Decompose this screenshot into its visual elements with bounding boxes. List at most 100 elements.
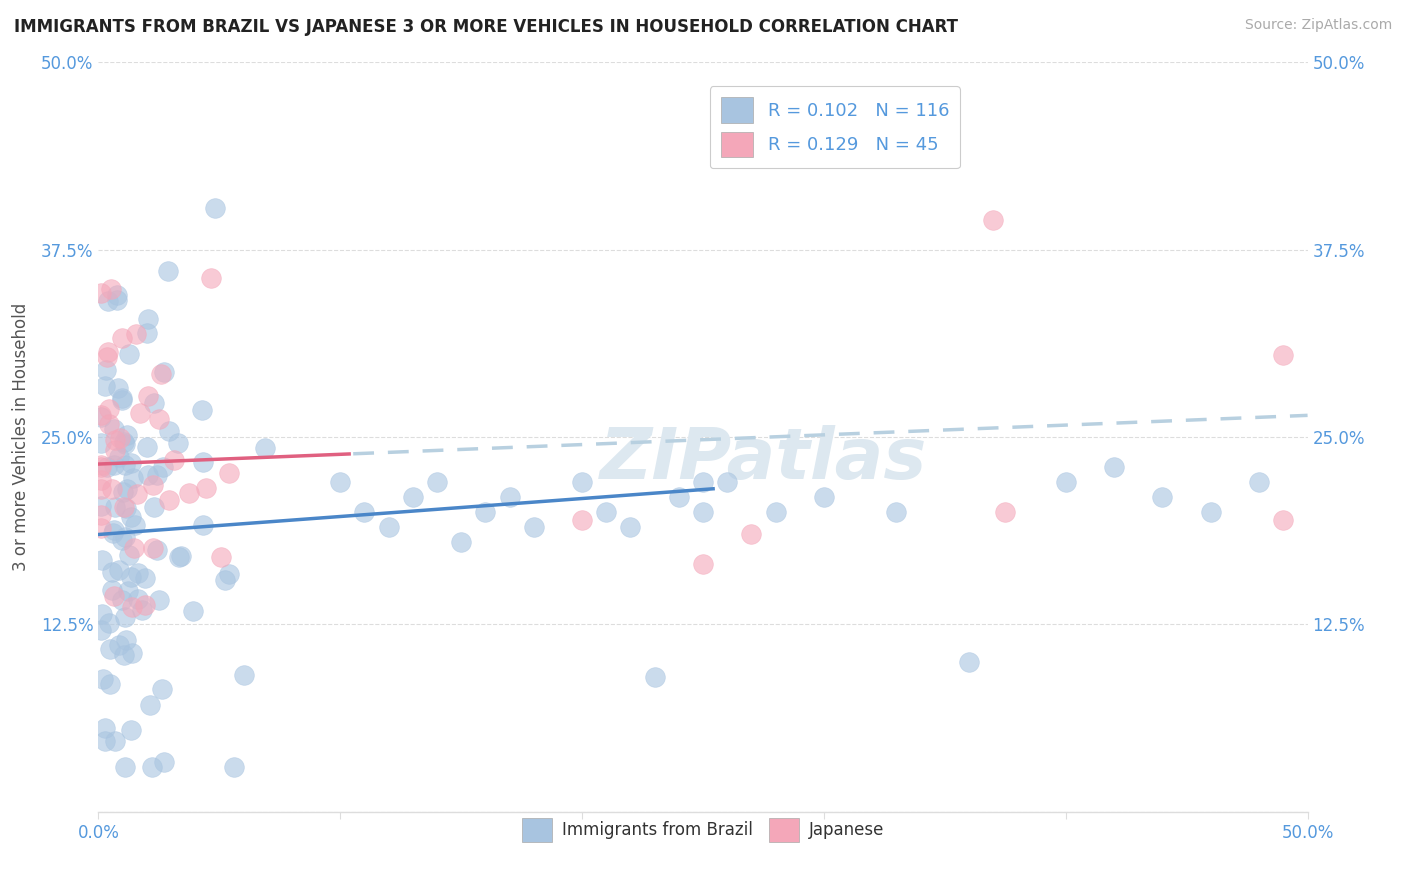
Point <box>218 466 240 480</box>
Point <box>103 443 125 458</box>
Point <box>90 553 112 567</box>
Point <box>150 367 173 381</box>
Point <box>644 670 666 684</box>
Point <box>120 509 142 524</box>
Point <box>191 455 214 469</box>
Point <box>329 475 352 489</box>
Point <box>177 486 200 500</box>
Point <box>191 518 214 533</box>
Point <box>134 572 156 586</box>
Point <box>195 481 218 495</box>
Point <box>118 549 141 563</box>
Point <box>101 582 124 597</box>
Point <box>619 520 641 534</box>
Point <box>209 550 232 565</box>
Point <box>98 417 121 431</box>
Point <box>103 526 125 541</box>
Point <box>108 450 131 464</box>
Point <box>114 458 136 473</box>
Point <box>107 381 129 395</box>
Point <box>114 530 136 544</box>
Point <box>152 459 174 474</box>
Point <box>571 512 593 526</box>
Point <box>90 459 112 474</box>
Point <box>90 483 112 497</box>
Point <box>97 616 120 631</box>
Point <box>117 347 139 361</box>
Point <box>90 521 112 535</box>
Point <box>139 698 162 712</box>
Point <box>377 520 399 534</box>
Point <box>93 721 115 735</box>
Point <box>96 460 118 475</box>
Point <box>162 452 184 467</box>
Point <box>112 500 135 515</box>
Point <box>571 475 593 489</box>
Point <box>167 550 190 565</box>
Point <box>1152 490 1174 504</box>
Point <box>136 389 159 403</box>
Point <box>105 293 128 307</box>
Point <box>90 458 112 472</box>
Point <box>148 412 170 426</box>
Point <box>97 345 120 359</box>
Point <box>692 505 714 519</box>
Point <box>1054 475 1077 489</box>
Point <box>90 508 112 523</box>
Point <box>1272 348 1295 362</box>
Point <box>120 570 142 584</box>
Point <box>131 602 153 616</box>
Point <box>150 681 173 696</box>
Point <box>90 499 112 513</box>
Point <box>135 326 157 340</box>
Point <box>127 566 149 581</box>
Point <box>90 474 112 488</box>
Point <box>90 409 112 423</box>
Point <box>90 607 112 621</box>
Point <box>98 642 121 657</box>
Point <box>169 549 191 563</box>
Point <box>111 392 134 407</box>
Point <box>127 487 149 501</box>
Point <box>97 401 120 416</box>
Point <box>142 477 165 491</box>
Point <box>218 566 240 581</box>
Point <box>104 433 127 447</box>
Point <box>103 458 125 472</box>
Point <box>426 475 449 489</box>
Point <box>101 566 124 580</box>
Point <box>146 542 169 557</box>
Point <box>142 500 165 514</box>
Point <box>1199 505 1222 519</box>
Point <box>353 505 375 519</box>
Point <box>112 434 135 449</box>
Point <box>253 441 276 455</box>
Point <box>107 563 129 577</box>
Point <box>692 475 714 489</box>
Point <box>128 406 150 420</box>
Point <box>765 505 787 519</box>
Point <box>994 505 1017 519</box>
Point <box>124 326 146 341</box>
Point <box>103 589 125 603</box>
Point <box>114 610 136 624</box>
Point <box>90 435 112 450</box>
Point <box>692 558 714 572</box>
Point <box>114 436 136 450</box>
Point <box>90 409 112 424</box>
Point <box>146 467 169 482</box>
Point <box>98 676 121 690</box>
Point <box>127 591 149 606</box>
Point <box>91 672 114 686</box>
Point <box>716 475 738 489</box>
Text: Source: ZipAtlas.com: Source: ZipAtlas.com <box>1244 18 1392 32</box>
Point <box>105 288 128 302</box>
Point <box>90 286 112 301</box>
Point <box>115 633 138 648</box>
Point <box>222 760 245 774</box>
Point <box>1102 460 1125 475</box>
Point <box>115 501 138 516</box>
Point <box>142 541 165 555</box>
Point <box>93 733 115 747</box>
Point <box>96 363 118 377</box>
